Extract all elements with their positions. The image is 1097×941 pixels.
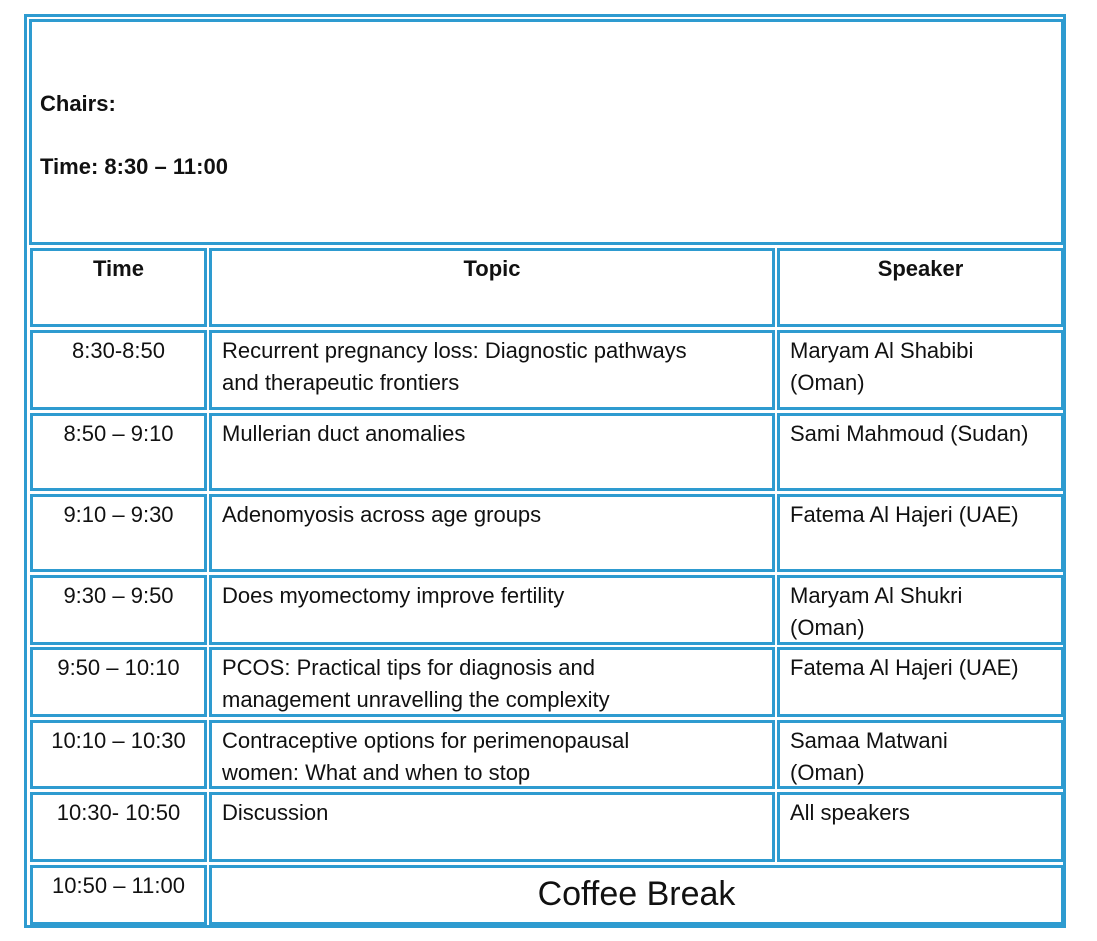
table-row-topic: PCOS: Practical tips for diagnosis and m… xyxy=(209,647,775,717)
row-speaker-line: Maryam Al Shabibi xyxy=(790,338,974,363)
table-row-speaker: Maryam Al Shabibi (Oman) xyxy=(777,330,1064,410)
row-time: 10:10 – 10:30 xyxy=(51,728,186,753)
row-topic-line: PCOS: Practical tips for diagnosis and xyxy=(222,655,595,680)
column-header-time-label: Time xyxy=(93,256,144,281)
table-row-topic: Discussion xyxy=(209,792,775,862)
row-speaker-line: Fatema Al Hajeri (UAE) xyxy=(790,655,1019,680)
table-row-time: 10:30- 10:50 xyxy=(30,792,207,862)
coffee-break-label: Coffee Break xyxy=(537,875,736,913)
agenda-table-frame xyxy=(24,14,1066,928)
table-row-speaker: Sami Mahmoud (Sudan) xyxy=(777,413,1064,491)
session-header: Chairs: Time: 8:30 – 11:00 xyxy=(29,19,1064,245)
table-row-time: 9:50 – 10:10 xyxy=(30,647,207,717)
row-topic-line: Mullerian duct anomalies xyxy=(222,421,466,446)
coffee-break-cell: Coffee Break xyxy=(209,865,1064,925)
table-row-time: 10:10 – 10:30 xyxy=(30,720,207,789)
row-time: 9:30 – 9:50 xyxy=(63,583,174,608)
table-row-topic: Does myomectomy improve fertility xyxy=(209,575,775,645)
row-topic-line: Discussion xyxy=(222,800,329,825)
row-topic-line: and therapeutic frontiers xyxy=(222,370,460,395)
row-time: 9:50 – 10:10 xyxy=(57,655,180,680)
table-row-time: 8:30-8:50 xyxy=(30,330,207,410)
session-time: Time: 8:30 – 11:00 xyxy=(40,154,228,179)
column-header-speaker: Speaker xyxy=(777,248,1064,327)
row-time: 8:30-8:50 xyxy=(72,338,165,363)
row-topic-line: Contraceptive options for perimenopausal xyxy=(222,728,630,753)
table-row-time: 9:10 – 9:30 xyxy=(30,494,207,572)
row-time: 9:10 – 9:30 xyxy=(63,502,174,527)
row-time: 8:50 – 9:10 xyxy=(63,421,174,446)
table-row-topic: Mullerian duct anomalies xyxy=(209,413,775,491)
chairs-label: Chairs: xyxy=(40,91,116,116)
row-topic-line: women: What and when to stop xyxy=(222,760,531,785)
table-row-topic: Adenomyosis across age groups xyxy=(209,494,775,572)
break-row-time: 10:50 – 11:00 xyxy=(30,865,207,925)
row-topic-line: Adenomyosis across age groups xyxy=(222,502,542,527)
column-header-time: Time xyxy=(30,248,207,327)
table-row-speaker: Maryam Al Shukri (Oman) xyxy=(777,575,1064,645)
row-speaker-line: (Oman) xyxy=(790,760,865,785)
row-speaker-line: Fatema Al Hajeri (UAE) xyxy=(790,502,1019,527)
table-row-speaker: All speakers xyxy=(777,792,1064,862)
column-header-speaker-label: Speaker xyxy=(877,256,964,281)
row-topic-line: management unravelling the complexity xyxy=(222,687,610,712)
row-speaker-line: (Oman) xyxy=(790,615,865,640)
break-time: 10:50 – 11:00 xyxy=(52,873,185,898)
row-speaker-line: All speakers xyxy=(790,800,910,825)
table-row-speaker: Fatema Al Hajeri (UAE) xyxy=(777,494,1064,572)
table-row-time: 9:30 – 9:50 xyxy=(30,575,207,645)
table-row-topic: Contraceptive options for perimenopausal… xyxy=(209,720,775,789)
column-header-topic-label: Topic xyxy=(463,256,521,281)
row-topic-line: Does myomectomy improve fertility xyxy=(222,583,565,608)
row-speaker-line: (Oman) xyxy=(790,370,865,395)
row-topic-line: Recurrent pregnancy loss: Diagnostic pat… xyxy=(222,338,687,363)
row-speaker-line: Maryam Al Shukri xyxy=(790,583,963,608)
row-speaker-line: Samaa Matwani xyxy=(790,728,948,753)
row-time: 10:30- 10:50 xyxy=(56,800,181,825)
table-row-speaker: Samaa Matwani (Oman) xyxy=(777,720,1064,789)
column-header-topic: Topic xyxy=(209,248,775,327)
table-row-time: 8:50 – 9:10 xyxy=(30,413,207,491)
row-speaker-line: Sami Mahmoud (Sudan) xyxy=(790,421,1029,446)
table-row-speaker: Fatema Al Hajeri (UAE) xyxy=(777,647,1064,717)
table-row-topic: Recurrent pregnancy loss: Diagnostic pat… xyxy=(209,330,775,410)
